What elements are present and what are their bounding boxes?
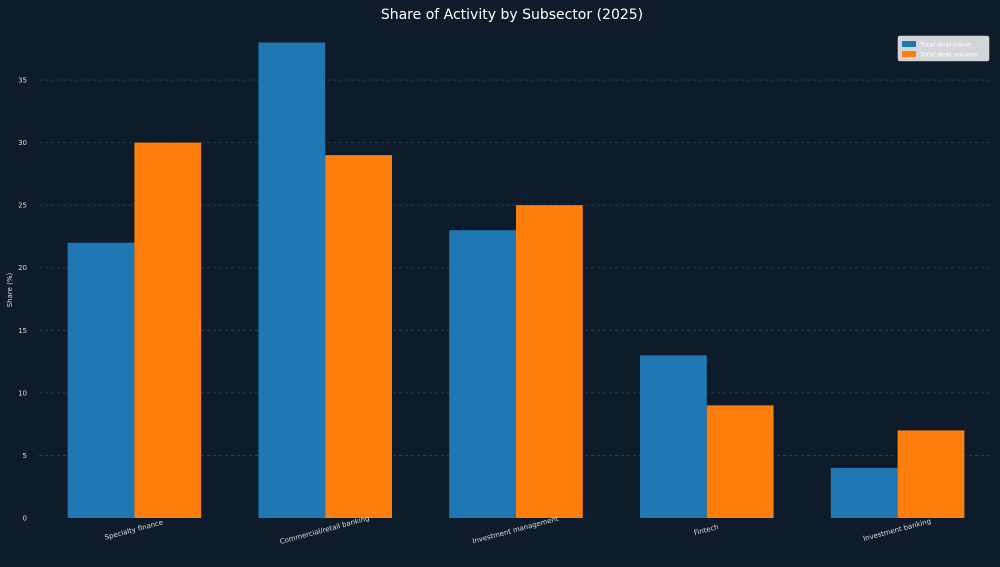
bar	[640, 355, 707, 518]
y-tick-label: 15	[18, 327, 27, 335]
y-tick-label: 0	[23, 515, 27, 523]
bar	[134, 142, 202, 518]
bar	[706, 405, 774, 518]
bar	[67, 242, 135, 518]
legend-swatch	[902, 41, 916, 47]
bar	[325, 155, 392, 518]
bar	[516, 205, 583, 518]
legend-box	[897, 35, 990, 62]
bar	[830, 467, 898, 518]
chart-title: Share of Activity by Subsector (2025)	[381, 7, 643, 23]
y-tick-label: 35	[18, 77, 27, 85]
y-tick-label: 25	[18, 202, 27, 210]
y-tick-label: 5	[23, 452, 27, 460]
bars	[67, 42, 965, 519]
legend: Total deal value Total deal volume	[897, 35, 990, 62]
y-tick-label: 30	[18, 139, 27, 147]
y-tick-label: 10	[18, 389, 27, 397]
y-axis-ticks: 0 5 10 15 20 25 30 35	[18, 77, 27, 523]
bar	[449, 230, 516, 518]
legend-label: Total deal volume	[919, 51, 977, 59]
legend-label: Total deal value	[919, 41, 971, 49]
bar	[897, 430, 965, 518]
y-tick-label: 20	[18, 264, 27, 272]
legend-swatch	[902, 51, 916, 57]
y-axis-label: Share (%)	[6, 272, 14, 307]
bar	[258, 42, 326, 519]
